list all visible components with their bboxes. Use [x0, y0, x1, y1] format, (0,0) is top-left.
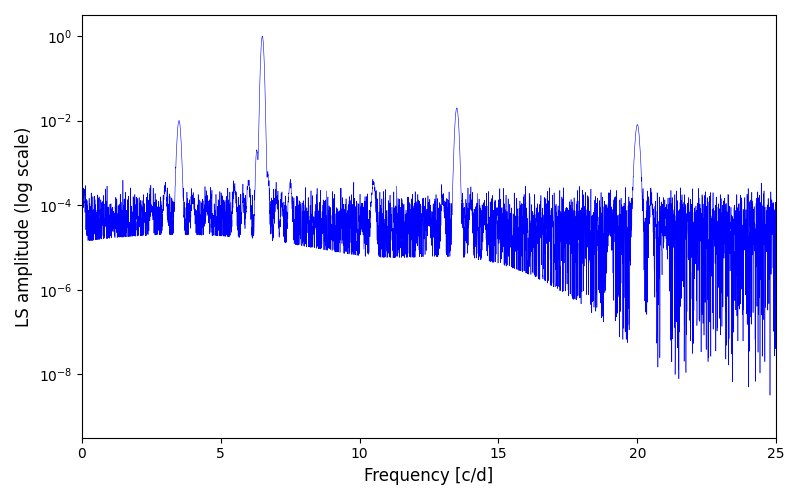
- Y-axis label: LS amplitude (log scale): LS amplitude (log scale): [15, 126, 33, 326]
- X-axis label: Frequency [c/d]: Frequency [c/d]: [364, 467, 494, 485]
